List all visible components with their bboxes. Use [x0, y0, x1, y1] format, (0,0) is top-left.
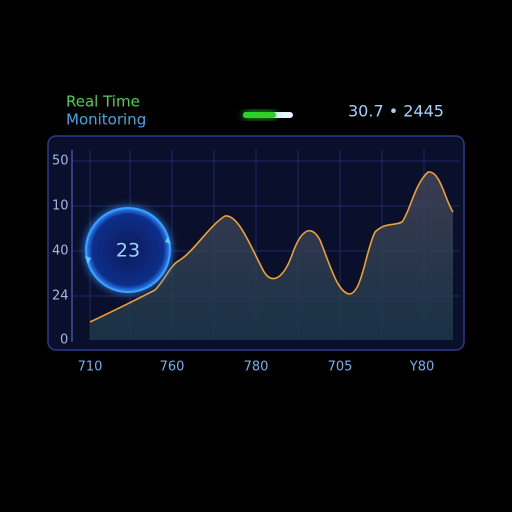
x-label: 760	[160, 360, 185, 375]
badge	[85, 207, 171, 293]
title-line2: Monitoring	[66, 111, 146, 129]
readout: 30.7 • 2445	[348, 102, 444, 121]
y-label: 40	[52, 244, 69, 259]
badge-value: 23	[116, 240, 140, 262]
x-label: 705	[328, 360, 353, 375]
x-label: Y80	[409, 360, 434, 375]
y-label: 24	[52, 289, 69, 304]
x-label: 710	[78, 360, 103, 375]
line	[89, 171, 454, 323]
progress-fill	[243, 112, 276, 118]
y-label: 50	[52, 154, 69, 169]
area	[90, 171, 453, 340]
y-label: 0	[60, 333, 68, 348]
title-line1: Real Time	[66, 93, 140, 111]
x-label: 780	[244, 360, 269, 375]
y-label: 10	[52, 199, 69, 214]
